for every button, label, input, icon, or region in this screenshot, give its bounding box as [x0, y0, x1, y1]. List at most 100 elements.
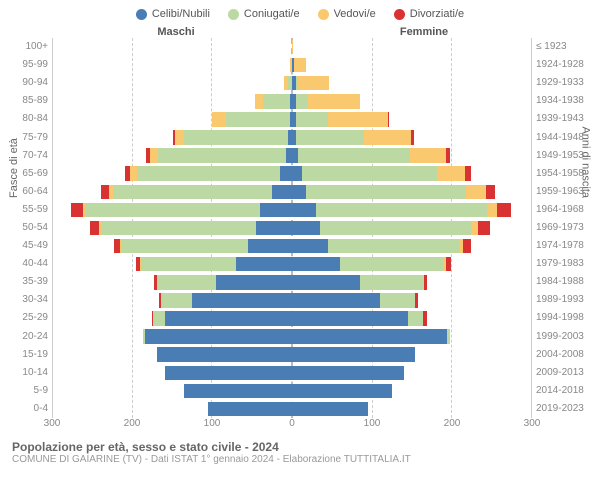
bar-segment: [446, 257, 452, 271]
chart-subtitle: COMUNE DI GAIARINE (TV) - Dati ISTAT 1° …: [12, 454, 588, 465]
bar-segment: [360, 275, 424, 289]
bar-segment: [408, 311, 424, 325]
bar-segment: [216, 275, 292, 289]
bar-row: [53, 291, 531, 309]
male-bar: [53, 40, 292, 54]
bar-row: [53, 346, 531, 364]
female-bar: [292, 257, 531, 271]
male-bar: [53, 293, 292, 307]
bar-segment: [263, 94, 291, 108]
bar-row: [53, 38, 531, 56]
legend-label: Celibi/Nubili: [152, 8, 210, 20]
bar-segment: [236, 257, 292, 271]
bar-segment: [165, 366, 292, 380]
bar-segment: [497, 203, 511, 217]
bar-row: [53, 110, 531, 128]
bar-segment: [292, 384, 392, 398]
female-bar: [292, 58, 531, 72]
bar-segment: [292, 185, 306, 199]
male-bar: [53, 130, 292, 144]
age-tick: 20-24: [12, 328, 48, 346]
bar-segment: [165, 311, 292, 325]
bar-row: [53, 128, 531, 146]
bar-segment: [466, 185, 486, 199]
chart-area: Fasce di età 100+95-9990-9485-8980-8475-…: [12, 38, 588, 418]
bar-segment: [292, 203, 316, 217]
female-bar: [292, 112, 531, 126]
bar-row: [53, 219, 531, 237]
bar-row: [53, 183, 531, 201]
male-bar: [53, 76, 292, 90]
bar-segment: [150, 148, 158, 162]
bar-segment: [208, 402, 292, 416]
bar-segment: [298, 76, 330, 90]
bar-segment: [141, 257, 237, 271]
age-tick: 5-9: [12, 382, 48, 400]
bar-segment: [328, 239, 459, 253]
bar-segment: [446, 148, 450, 162]
bar-segment: [292, 239, 328, 253]
bar-segment: [101, 221, 256, 235]
bar-segment: [85, 203, 260, 217]
bar-segment: [121, 239, 248, 253]
bar-segment: [388, 112, 390, 126]
bar-segment: [298, 148, 410, 162]
age-tick: 25-29: [12, 309, 48, 327]
x-tick: 200: [124, 418, 141, 429]
birth-tick: 1994-1998: [536, 309, 588, 327]
bar-row: [53, 309, 531, 327]
bar-segment: [248, 239, 292, 253]
female-bar: [292, 185, 531, 199]
female-bar: [292, 40, 531, 54]
age-tick: 50-54: [12, 219, 48, 237]
bar-segment: [411, 130, 413, 144]
female-bar: [292, 203, 531, 217]
birth-tick: 1984-1988: [536, 273, 588, 291]
bar-segment: [158, 148, 285, 162]
bar-segment: [447, 329, 449, 343]
legend-swatch: [228, 9, 239, 20]
age-tick: 85-89: [12, 92, 48, 110]
male-bar: [53, 148, 292, 162]
bar-segment: [423, 311, 426, 325]
bar-segment: [157, 347, 292, 361]
gender-headers: Maschi Femmine: [12, 26, 588, 38]
birth-tick: 1989-1993: [536, 291, 588, 309]
y-axis-label-left: Fasce di età: [8, 138, 20, 198]
bar-segment: [292, 347, 415, 361]
bars: [53, 38, 531, 418]
bar-segment: [296, 112, 328, 126]
header-female: Femmine: [300, 26, 588, 38]
legend-item: Coniugati/e: [228, 8, 300, 20]
female-bar: [292, 166, 531, 180]
female-bar: [292, 275, 531, 289]
chart-title: Popolazione per età, sesso e stato civil…: [12, 440, 588, 454]
birth-tick: 2019-2023: [536, 400, 588, 418]
bar-segment: [113, 185, 272, 199]
x-ticks: 3002001000100200300: [52, 418, 532, 434]
bar-segment: [292, 402, 368, 416]
male-bar: [53, 221, 292, 235]
age-tick: 80-84: [12, 110, 48, 128]
bar-segment: [292, 311, 408, 325]
legend-swatch: [394, 9, 405, 20]
age-tick: 30-34: [12, 291, 48, 309]
male-bar: [53, 257, 292, 271]
legend-item: Divorziati/e: [394, 8, 464, 20]
legend-item: Vedovi/e: [318, 8, 376, 20]
female-bar: [292, 329, 531, 343]
bar-segment: [316, 203, 487, 217]
female-bar: [292, 239, 531, 253]
bar-row: [53, 165, 531, 183]
male-bar: [53, 94, 292, 108]
bar-segment: [437, 166, 465, 180]
male-bar: [53, 275, 292, 289]
header-male: Maschi: [12, 26, 300, 38]
female-bar: [292, 347, 531, 361]
bar-segment: [184, 384, 292, 398]
bar-segment: [260, 203, 292, 217]
female-bar: [292, 130, 531, 144]
birth-tick: 1979-1983: [536, 255, 588, 273]
bar-segment: [292, 166, 302, 180]
birth-tick: ≤ 1923: [536, 38, 588, 56]
